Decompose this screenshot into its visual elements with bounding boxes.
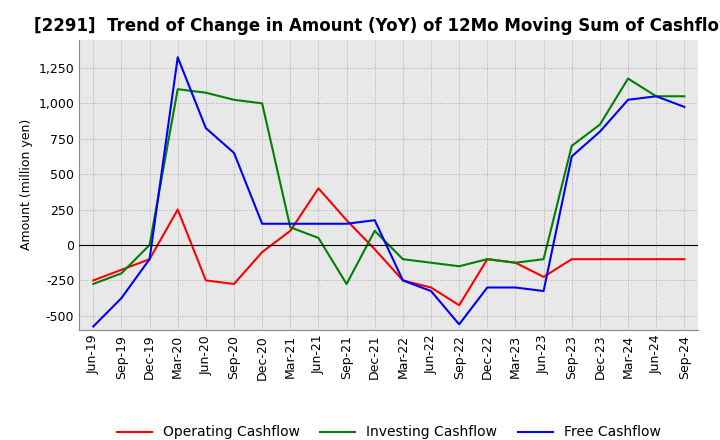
Operating Cashflow	[652, 257, 660, 262]
Free Cashflow	[370, 217, 379, 223]
Free Cashflow	[230, 150, 238, 156]
Free Cashflow	[567, 154, 576, 159]
Free Cashflow	[483, 285, 492, 290]
Investing Cashflow	[567, 143, 576, 148]
Operating Cashflow	[567, 257, 576, 262]
Operating Cashflow	[399, 278, 408, 283]
Free Cashflow	[652, 94, 660, 99]
Operating Cashflow	[230, 281, 238, 286]
Investing Cashflow	[314, 235, 323, 241]
Free Cashflow	[342, 221, 351, 227]
Investing Cashflow	[258, 101, 266, 106]
Operating Cashflow	[286, 228, 294, 234]
Title: [2291]  Trend of Change in Amount (YoY) of 12Mo Moving Sum of Cashflows: [2291] Trend of Change in Amount (YoY) o…	[34, 17, 720, 35]
Investing Cashflow	[595, 122, 604, 127]
Investing Cashflow	[370, 228, 379, 234]
Free Cashflow	[286, 221, 294, 227]
Investing Cashflow	[202, 90, 210, 95]
Investing Cashflow	[399, 257, 408, 262]
Operating Cashflow	[202, 278, 210, 283]
Investing Cashflow	[145, 242, 154, 248]
Free Cashflow	[624, 97, 632, 103]
Operating Cashflow	[258, 249, 266, 255]
Investing Cashflow	[680, 94, 688, 99]
Line: Operating Cashflow: Operating Cashflow	[94, 188, 684, 305]
Free Cashflow	[511, 285, 520, 290]
Investing Cashflow	[539, 257, 548, 262]
Investing Cashflow	[342, 281, 351, 286]
Free Cashflow	[145, 257, 154, 262]
Operating Cashflow	[427, 285, 436, 290]
Operating Cashflow	[511, 260, 520, 265]
Line: Investing Cashflow: Investing Cashflow	[94, 79, 684, 284]
Free Cashflow	[539, 288, 548, 293]
Operating Cashflow	[539, 274, 548, 279]
Investing Cashflow	[427, 260, 436, 265]
Operating Cashflow	[624, 257, 632, 262]
Operating Cashflow	[370, 246, 379, 252]
Operating Cashflow	[174, 207, 182, 212]
Operating Cashflow	[89, 278, 98, 283]
Operating Cashflow	[342, 217, 351, 223]
Operating Cashflow	[680, 257, 688, 262]
Free Cashflow	[174, 55, 182, 60]
Operating Cashflow	[145, 257, 154, 262]
Legend: Operating Cashflow, Investing Cashflow, Free Cashflow: Operating Cashflow, Investing Cashflow, …	[111, 420, 667, 440]
Free Cashflow	[314, 221, 323, 227]
Investing Cashflow	[230, 97, 238, 103]
Free Cashflow	[427, 288, 436, 293]
Investing Cashflow	[455, 264, 464, 269]
Investing Cashflow	[624, 76, 632, 81]
Investing Cashflow	[286, 225, 294, 230]
Investing Cashflow	[117, 271, 126, 276]
Free Cashflow	[595, 129, 604, 134]
Y-axis label: Amount (million yen): Amount (million yen)	[20, 119, 33, 250]
Free Cashflow	[202, 125, 210, 131]
Free Cashflow	[117, 296, 126, 301]
Operating Cashflow	[455, 303, 464, 308]
Operating Cashflow	[314, 186, 323, 191]
Investing Cashflow	[483, 257, 492, 262]
Line: Free Cashflow: Free Cashflow	[94, 57, 684, 326]
Operating Cashflow	[483, 257, 492, 262]
Free Cashflow	[258, 221, 266, 227]
Investing Cashflow	[652, 94, 660, 99]
Investing Cashflow	[89, 281, 98, 286]
Free Cashflow	[89, 324, 98, 329]
Free Cashflow	[455, 322, 464, 327]
Operating Cashflow	[117, 267, 126, 272]
Free Cashflow	[399, 278, 408, 283]
Investing Cashflow	[174, 87, 182, 92]
Investing Cashflow	[511, 260, 520, 265]
Free Cashflow	[680, 104, 688, 110]
Operating Cashflow	[595, 257, 604, 262]
